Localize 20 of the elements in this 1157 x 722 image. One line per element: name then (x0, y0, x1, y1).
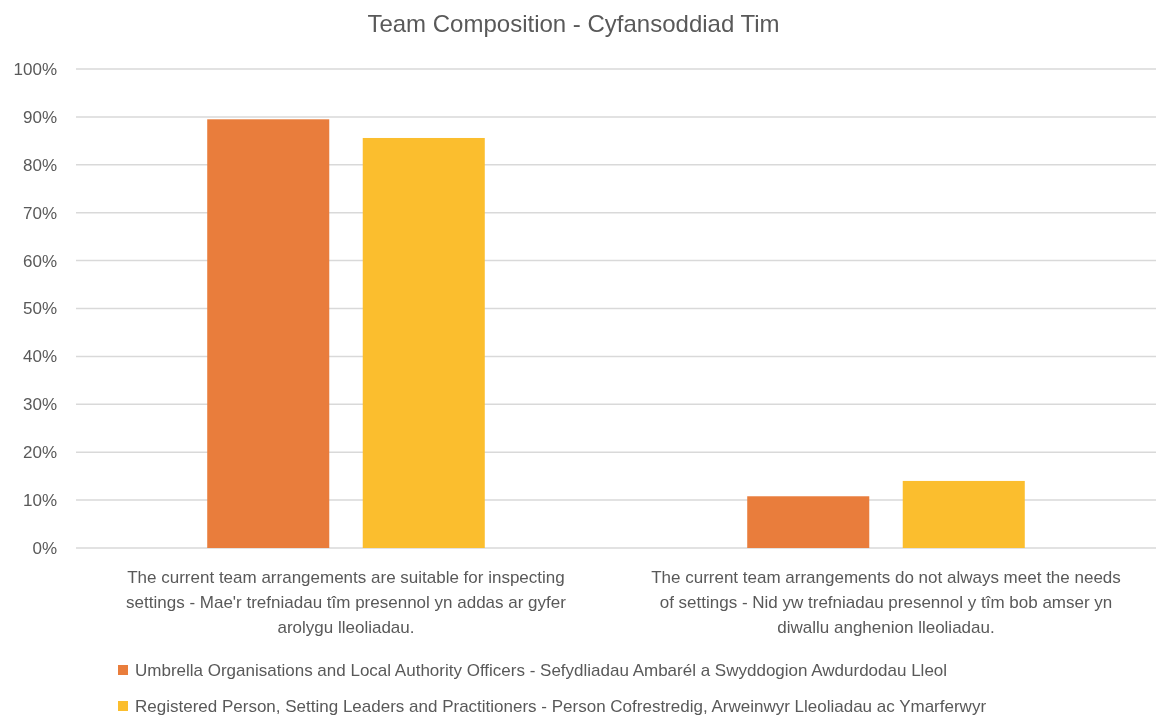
legend-label: Registered Person, Setting Leaders and Practitioners - Person Cofrestredig, Arweinwyr Lleoliadau ac Ymarferwyr (135, 696, 987, 716)
y-tick-label: 70% (22, 203, 57, 223)
legend-label: Umbrella Organisations and Local Authority Officers - Sefydliadau Ambarél a Swyddogion Awdurdodau Lleol (135, 660, 948, 680)
y-tick-label: 30% (22, 395, 57, 415)
y-tick-label: 0% (32, 538, 57, 558)
chart-title: Team Composition - Cyfansoddiad Tim (367, 10, 780, 37)
y-tick-label: 50% (22, 299, 57, 319)
bar (902, 480, 1025, 548)
y-tick-label: 40% (22, 347, 57, 367)
y-tick-label: 10% (22, 491, 57, 511)
y-tick-label: 20% (22, 443, 57, 463)
x-tick-label: The current team arrangements are suitable for inspecting settings - Mae'r trefniadau tîm presennol yn addas ar gyfer arolygu lleoliadau. (126, 568, 567, 637)
y-tick-label: 100% (13, 59, 57, 79)
y-tick-label: 60% (22, 251, 57, 271)
bar (207, 119, 330, 548)
y-tick-label: 80% (22, 155, 57, 175)
bar (362, 137, 485, 548)
y-tick-label: 90% (22, 107, 57, 127)
x-tick-label: The current team arrangements do not always meet the needs of settings - Nid yw trefniadau presennol y tîm bob amser yn diwallu anghenion lleoliadau. (651, 568, 1121, 637)
bar (747, 496, 870, 548)
